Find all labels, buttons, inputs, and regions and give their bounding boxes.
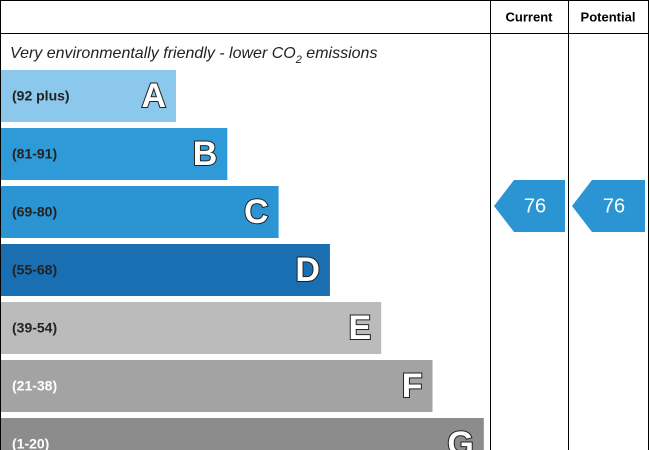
potential-rating: 76 (603, 195, 625, 217)
title: Very environmentally friendly - lower CO… (10, 45, 377, 66)
title-subscript: 2 (295, 54, 302, 66)
current-arrow (494, 180, 565, 232)
title-text: Very environmentally friendly - lower CO (10, 45, 296, 62)
band-letter: B (193, 135, 218, 173)
band (1, 244, 330, 296)
potential-header: Potential (581, 9, 636, 24)
band (1, 186, 279, 238)
band-letter: C (244, 193, 269, 231)
band-letter: G (447, 425, 473, 450)
current-header: Current (506, 9, 554, 24)
band-letter: F (402, 367, 423, 405)
band-letter: E (349, 309, 372, 347)
band-range: (92 plus) (12, 88, 70, 104)
title-text: emissions (302, 45, 378, 62)
band (1, 70, 176, 122)
band-letter: D (295, 251, 320, 289)
band (1, 360, 433, 412)
band-range: (39-54) (12, 320, 57, 336)
band (1, 418, 484, 450)
bands: (92 plus) A (81-91) B (69-80) C (55-68) D (39-54… (1, 70, 484, 450)
current-rating: 76 (524, 195, 546, 217)
band-range: (69-80) (12, 204, 57, 220)
band (1, 302, 382, 354)
band-range: (1-20) (12, 436, 49, 450)
band-range: (55-68) (12, 262, 57, 278)
band-range: (81-91) (12, 146, 57, 162)
potential-arrow (572, 180, 645, 232)
band-range: (21-38) (12, 378, 57, 394)
band (1, 128, 228, 180)
band-letter: A (141, 77, 166, 115)
